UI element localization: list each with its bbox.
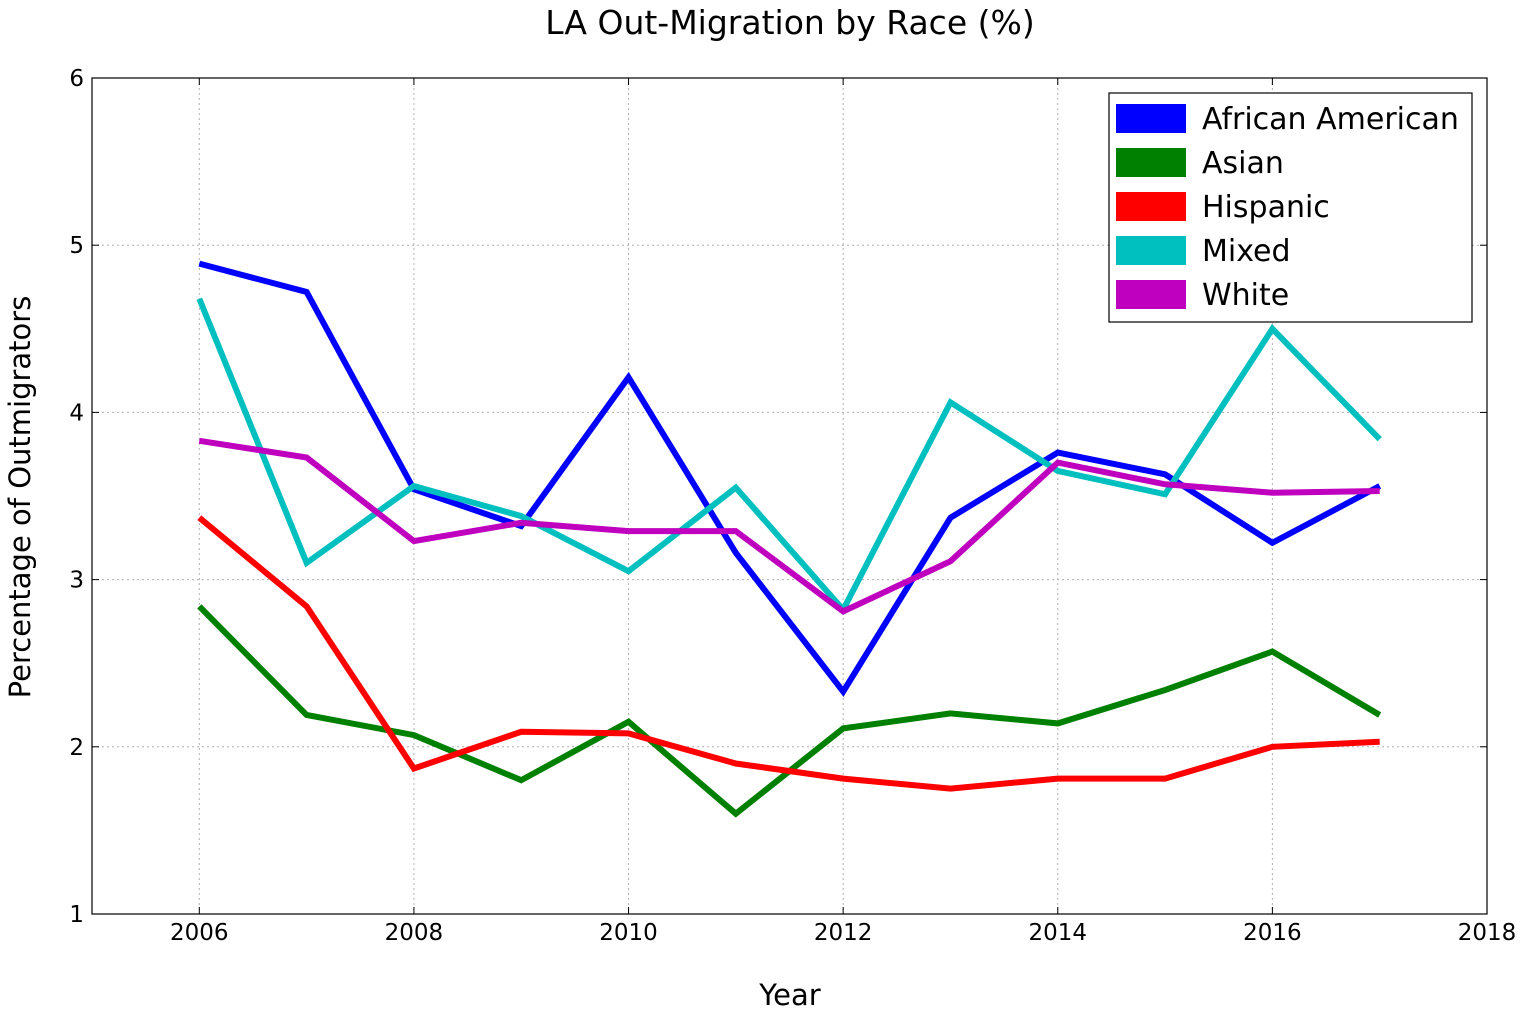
- legend-label: Hispanic: [1202, 190, 1330, 225]
- series-line-white: [198, 437, 1380, 615]
- y-tick-label: 2: [69, 735, 84, 761]
- axis-ticks: 2006 2008 2010 2012 2014 2016 2018 1 2 3 4 5 6: [69, 66, 1516, 946]
- y-axis-title: Percentage of Outmigrators: [3, 296, 37, 699]
- y-tick-label: 4: [69, 400, 84, 426]
- x-tick-label: 2018: [1458, 920, 1517, 946]
- y-tick-label: 5: [69, 233, 84, 259]
- legend-label: White: [1202, 278, 1289, 313]
- legend-swatch: [1116, 148, 1186, 177]
- x-tick-label: 2012: [814, 920, 873, 946]
- chart-title: LA Out-Migration by Race (%): [545, 3, 1034, 42]
- x-tick-label: 2006: [170, 920, 229, 946]
- series-line-hispanic: [197, 515, 1380, 792]
- x-tick-label: 2014: [1028, 920, 1087, 946]
- x-axis-title: Year: [758, 978, 820, 1012]
- legend-swatch: [1116, 280, 1186, 309]
- legend-swatch: [1116, 104, 1186, 133]
- legend-label: African American: [1202, 102, 1459, 137]
- x-tick-label: 2016: [1243, 920, 1302, 946]
- series-line-mixed: [196, 297, 1382, 615]
- series-lines: [196, 260, 1382, 818]
- x-tick-label: 2008: [385, 920, 444, 946]
- legend-label: Mixed: [1202, 234, 1291, 269]
- legend-swatch: [1116, 236, 1186, 265]
- plot-area-frame: [91, 77, 1488, 915]
- x-tick-label: 2010: [599, 920, 658, 946]
- legend-swatch: [1116, 192, 1186, 221]
- y-tick-label: 6: [69, 66, 84, 92]
- legend: African American Asian Hispanic Mixed White: [1108, 92, 1473, 323]
- y-tick-label: 1: [69, 902, 84, 928]
- y-tick-label: 3: [69, 568, 84, 594]
- legend-label: Asian: [1202, 146, 1284, 181]
